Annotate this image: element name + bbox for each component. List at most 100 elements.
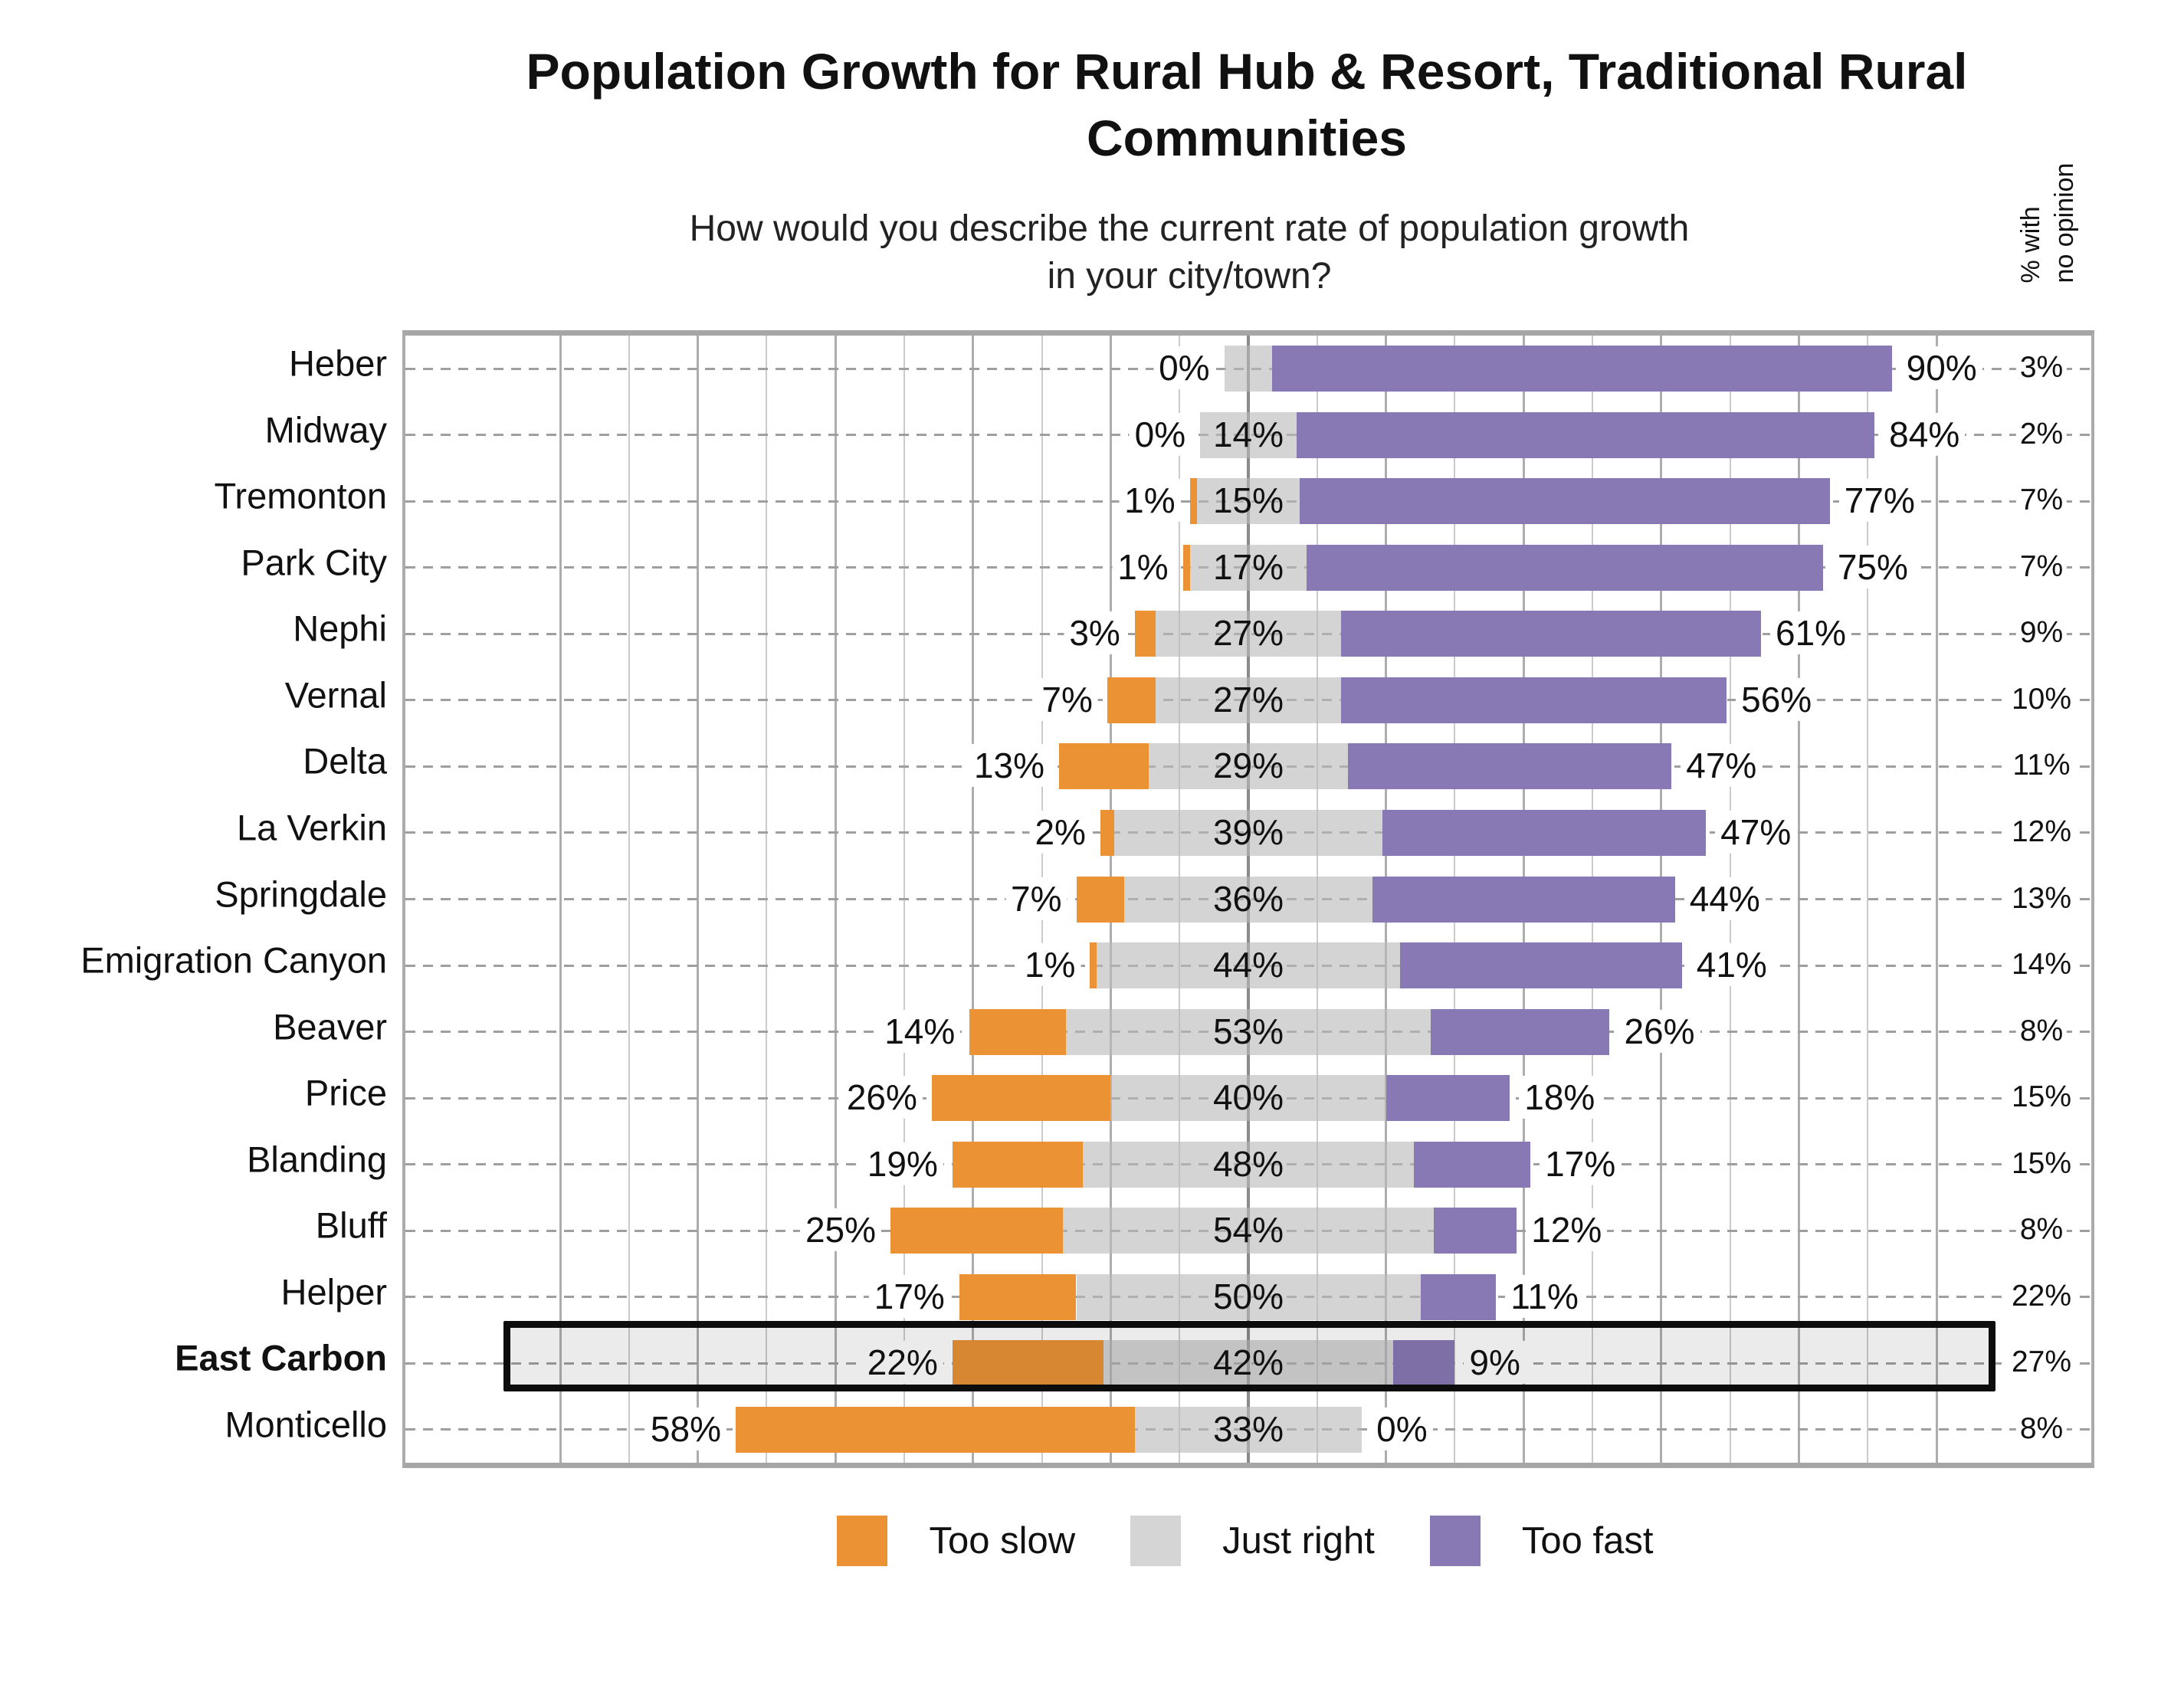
value-label-no-opinion: 14% — [2007, 947, 2076, 983]
bar-segment-just-right — [1134, 1406, 1363, 1453]
bar-segment-just-right — [1076, 1273, 1421, 1320]
bar-segment-too-fast — [1341, 611, 1761, 657]
bar-segment-too-slow — [1107, 677, 1156, 723]
value-label-too-fast: 47% — [1715, 810, 1797, 854]
value-label-too-fast: 77% — [1838, 479, 1920, 523]
bar-segment-just-right — [1097, 942, 1400, 989]
bar-segment-too-fast — [1307, 544, 1823, 591]
value-label-no-opinion: 27% — [2007, 1345, 2076, 1381]
value-label-no-opinion: 9% — [2015, 615, 2068, 651]
value-label-too-slow: 3% — [1064, 611, 1126, 655]
bar-segment-too-slow — [890, 1208, 1063, 1254]
category-label: Emigration Canyon — [80, 939, 387, 981]
value-label-too-slow: 7% — [1036, 677, 1098, 721]
bar-segment-just-right — [1066, 1008, 1431, 1055]
value-label-too-fast: 26% — [1618, 1009, 1700, 1053]
plot-area: 0% 90% 3% 0% 14% 84% 2% 1% 15% 77% 7% 1% 17% 75% 7% 3% 2… — [402, 330, 2094, 1468]
value-label-no-opinion: 15% — [2007, 1080, 2076, 1116]
category-label: Beaver — [273, 1006, 387, 1047]
value-label-just-right: 44% — [1212, 944, 1284, 985]
value-label-too-fast: 61% — [1770, 611, 1852, 655]
value-label-no-opinion: 8% — [2015, 1013, 2068, 1049]
legend-label: Just right — [1222, 1520, 1375, 1562]
value-label-too-fast: 9% — [1464, 1341, 1526, 1385]
value-label-no-opinion: 11% — [2009, 748, 2074, 784]
legend-label: Too fast — [1521, 1520, 1654, 1562]
legend-item-too-fast: Too fast — [1429, 1516, 1654, 1566]
value-label-just-right: 15% — [1212, 480, 1284, 521]
value-label-no-opinion: 7% — [2015, 549, 2068, 585]
value-label-just-right: 33% — [1212, 1408, 1284, 1449]
value-label-no-opinion: 22% — [2007, 1278, 2076, 1314]
chart-legend: Too slow Just right Too fast — [402, 1516, 2088, 1566]
value-label-no-opinion: 8% — [2015, 1212, 2068, 1248]
too-fast-swatch-icon — [1429, 1516, 1481, 1566]
value-label-too-fast: 56% — [1736, 677, 1818, 721]
bar-segment-too-slow — [952, 1340, 1104, 1387]
category-label: East Carbon — [175, 1337, 387, 1378]
bar-segment-too-slow — [931, 1075, 1111, 1122]
bar-segment-too-fast — [1413, 1141, 1531, 1188]
bar-segment-too-slow — [1134, 611, 1156, 657]
value-label-too-slow: 1% — [1119, 479, 1181, 523]
value-label-too-slow: 22% — [861, 1341, 943, 1385]
value-label-too-fast: 47% — [1681, 744, 1763, 788]
value-label-too-slow: 17% — [868, 1274, 950, 1318]
bar-segment-too-fast — [1434, 1208, 1517, 1254]
bar-segment-just-right — [1196, 478, 1300, 525]
value-label-no-opinion: 8% — [2015, 1411, 2068, 1447]
bar-segment-just-right — [1110, 1075, 1386, 1122]
bar-segment-too-fast — [1272, 346, 1892, 392]
bar-segment-too-slow — [1100, 809, 1114, 856]
bar-segment-too-fast — [1430, 1008, 1610, 1055]
value-label-no-opinion: 7% — [2015, 483, 2068, 519]
bar-segment-too-fast — [1385, 1075, 1510, 1122]
value-label-no-opinion: 10% — [2007, 681, 2076, 717]
category-label: Park City — [241, 542, 387, 583]
value-label-too-fast: 0% — [1371, 1407, 1433, 1450]
bar-segment-too-slow — [1182, 544, 1190, 591]
bar-segment-too-slow — [735, 1406, 1135, 1453]
category-label: La Verkin — [237, 807, 387, 848]
no-opinion-column-header-text: % with no opinion — [2015, 162, 2079, 284]
value-label-just-right: 40% — [1212, 1077, 1284, 1117]
bar-segment-just-right — [1113, 809, 1383, 856]
bar-segment-just-right — [1124, 876, 1372, 923]
bar-segment-just-right — [1224, 346, 1273, 392]
category-label: Bluff — [315, 1204, 387, 1246]
value-label-too-fast: 41% — [1690, 942, 1772, 986]
bar-segment-too-slow — [969, 1008, 1067, 1055]
value-label-too-slow: 1% — [1018, 942, 1081, 986]
bar-segment-just-right — [1083, 1141, 1414, 1188]
value-label-just-right: 29% — [1212, 746, 1284, 786]
value-label-too-slow: 58% — [644, 1407, 726, 1450]
bar-segment-too-slow — [959, 1273, 1077, 1320]
value-label-no-opinion: 2% — [2015, 416, 2068, 452]
chart-subtitle: How would you describe the current rate … — [689, 208, 1690, 297]
category-label: Nephi — [293, 608, 387, 649]
too-slow-swatch-icon — [837, 1516, 888, 1566]
category-label: Springdale — [215, 873, 387, 914]
value-label-just-right: 36% — [1212, 878, 1284, 919]
value-label-no-opinion: 13% — [2007, 880, 2076, 916]
value-label-no-opinion: 3% — [2015, 350, 2068, 386]
category-label: Midway — [264, 409, 387, 451]
bar-segment-just-right — [1148, 743, 1349, 790]
value-label-too-slow: 19% — [861, 1142, 943, 1185]
category-label: Blanding — [247, 1139, 387, 1180]
value-label-too-slow: 25% — [799, 1208, 882, 1252]
bar-segment-just-right — [1155, 611, 1342, 657]
value-label-just-right: 39% — [1212, 811, 1284, 852]
value-label-too-fast: 84% — [1884, 412, 1966, 456]
value-label-too-slow: 26% — [841, 1075, 923, 1119]
value-label-too-slow: 13% — [968, 744, 1051, 788]
value-label-just-right: 14% — [1212, 414, 1284, 454]
legend-label: Too slow — [929, 1520, 1076, 1562]
value-label-just-right: 48% — [1212, 1143, 1284, 1184]
category-label: Tremonton — [214, 475, 387, 516]
bar-segment-too-slow — [952, 1141, 1084, 1188]
category-label: Price — [304, 1072, 387, 1113]
legend-item-just-right: Just right — [1130, 1516, 1375, 1566]
just-right-swatch-icon — [1130, 1516, 1182, 1566]
value-label-too-fast: 18% — [1519, 1075, 1601, 1119]
